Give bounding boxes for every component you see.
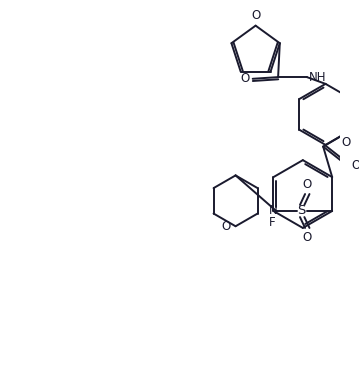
Text: O: O <box>221 220 230 233</box>
Text: F: F <box>269 216 275 229</box>
Text: NH: NH <box>309 71 326 84</box>
Text: O: O <box>351 159 359 172</box>
Text: O: O <box>251 9 260 22</box>
Text: O: O <box>302 178 311 191</box>
Text: O: O <box>302 232 311 244</box>
Text: S: S <box>298 205 306 218</box>
Text: N: N <box>269 205 277 218</box>
Text: O: O <box>341 136 350 149</box>
Text: O: O <box>240 72 249 85</box>
